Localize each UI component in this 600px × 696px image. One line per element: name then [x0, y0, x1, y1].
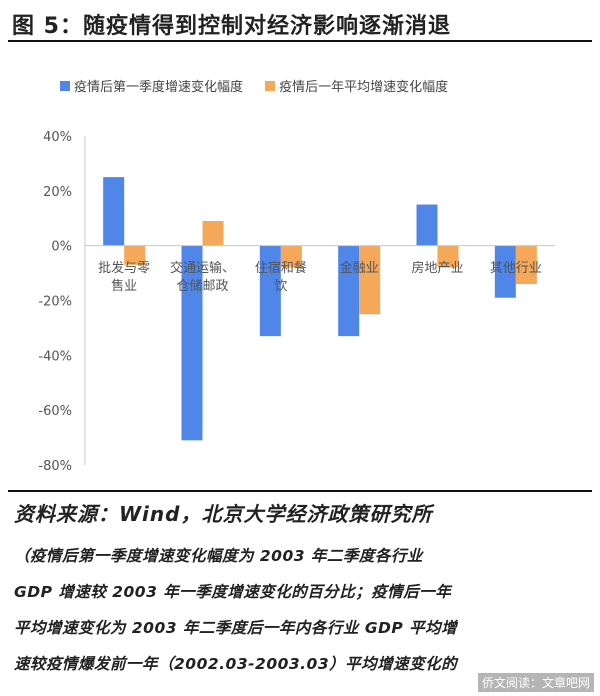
x-category-label: 房地产业: [411, 260, 463, 276]
x-category-label: 金融业: [340, 260, 379, 276]
bar-series2-3: [359, 245, 381, 315]
legend-label-series1: 疫情后第一季度增速变化幅度: [74, 80, 244, 95]
bar-series2-4: [437, 245, 459, 268]
y-tick-label: -20%: [38, 295, 72, 310]
bar-series1-5: [494, 245, 516, 298]
x-category-label: 其他行业: [490, 261, 542, 276]
legend-item-series1: 疫情后第一季度增速变化幅度: [60, 76, 243, 95]
bar-series2-2: [280, 245, 302, 268]
source-divider: [8, 490, 592, 492]
legend-label-series2: 疫情后一年平均增速变化幅度: [279, 80, 449, 95]
note-line-3: 平均增速变化为 2003 年二季度后一年内各行业 GDP 平均增: [14, 619, 458, 637]
x-category-label: 饮: [274, 279, 287, 294]
chart-legend: 疫情后第一季度增速变化幅度 疫情后一年平均增速变化幅度: [60, 76, 466, 95]
bar-series1-1: [181, 245, 203, 441]
y-tick-label: 40%: [43, 130, 72, 145]
y-tick-label: -40%: [38, 349, 72, 364]
bar-series2-0: [124, 245, 146, 265]
legend-swatch-series2: [265, 80, 276, 91]
note-line-4: 速较疫情爆发前一年（2002.03-2003.03）平均增速变化的: [14, 655, 458, 673]
bar-series2-1: [202, 220, 224, 246]
legend-swatch-series1: [60, 80, 70, 91]
source-text: 资料来源：Wind，北京大学经济政策研究所: [14, 502, 433, 526]
figure-header: 图 5：随疫情得到控制对经济影响逐渐消退: [8, 6, 592, 42]
x-category-label: 仓储邮政: [176, 279, 228, 294]
watermark: 侨文阅读：文章吧网: [477, 673, 594, 692]
y-tick-label: -80%: [38, 459, 72, 474]
bar-series1-2: [259, 245, 281, 337]
x-category-label: 住宿和餐: [255, 260, 307, 276]
bar-series1-4: [416, 204, 438, 246]
bar-series2-5: [515, 245, 537, 285]
x-category-label: 售业: [111, 278, 137, 294]
y-tick-label: 20%: [43, 185, 72, 200]
y-tick-label: 0%: [51, 240, 72, 255]
note-line-2: GDP 增速较 2003 年一季度增速变化的百分比；疫情后一年: [14, 583, 452, 601]
y-tick-label: -60%: [38, 404, 72, 419]
x-category-label: 交通运输、: [170, 260, 235, 276]
bar-series1-3: [338, 245, 360, 337]
x-category-label: 批发与零: [98, 260, 150, 276]
bar-series1-0: [103, 177, 125, 246]
note-line-1: （疫情后第一季度增速变化幅度为 2003 年二季度各行业: [14, 547, 423, 565]
legend-item-series2: 疫情后一年平均增速变化幅度: [265, 76, 448, 95]
figure-title: 图 5：随疫情得到控制对经济影响逐渐消退: [12, 14, 451, 39]
